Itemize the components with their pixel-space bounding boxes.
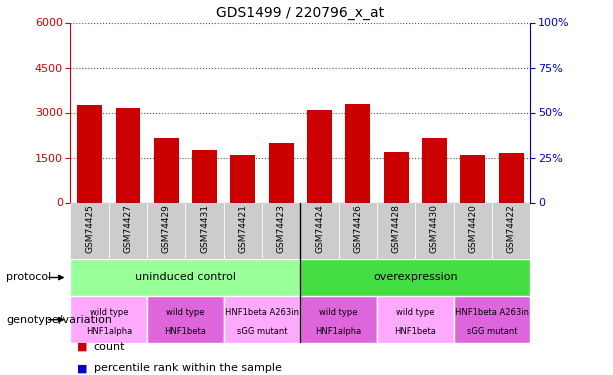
Text: overexpression: overexpression bbox=[373, 273, 458, 282]
Bar bbox=[186, 202, 224, 259]
Bar bbox=[147, 202, 186, 259]
Text: GSM74428: GSM74428 bbox=[392, 204, 401, 253]
Text: ■: ■ bbox=[77, 363, 87, 373]
Text: HNF1beta A263in: HNF1beta A263in bbox=[225, 308, 299, 317]
Bar bbox=[300, 259, 530, 296]
Text: HNF1beta: HNF1beta bbox=[164, 327, 207, 336]
Bar bbox=[147, 296, 224, 343]
Bar bbox=[300, 202, 338, 259]
Text: wild type: wild type bbox=[89, 308, 128, 317]
Bar bbox=[70, 259, 300, 296]
Text: GSM74426: GSM74426 bbox=[353, 204, 362, 253]
Bar bbox=[300, 296, 377, 343]
Bar bbox=[307, 110, 332, 202]
Bar bbox=[224, 296, 300, 343]
Text: percentile rank within the sample: percentile rank within the sample bbox=[94, 363, 281, 373]
Bar bbox=[268, 142, 294, 202]
Bar bbox=[492, 202, 530, 259]
Text: genotype/variation: genotype/variation bbox=[6, 315, 112, 325]
Bar bbox=[384, 152, 409, 202]
Text: GSM74427: GSM74427 bbox=[123, 204, 132, 253]
Text: GSM74422: GSM74422 bbox=[506, 204, 516, 253]
Bar bbox=[416, 202, 454, 259]
Text: wild type: wild type bbox=[166, 308, 205, 317]
Text: protocol: protocol bbox=[6, 273, 51, 282]
Text: uninduced control: uninduced control bbox=[135, 273, 236, 282]
Text: sGG mutant: sGG mutant bbox=[237, 327, 287, 336]
Text: wild type: wild type bbox=[319, 308, 358, 317]
Bar bbox=[70, 296, 147, 343]
Title: GDS1499 / 220796_x_at: GDS1499 / 220796_x_at bbox=[216, 6, 384, 20]
Bar bbox=[154, 138, 179, 202]
Bar bbox=[498, 153, 524, 203]
Text: GSM74420: GSM74420 bbox=[468, 204, 478, 253]
Text: wild type: wild type bbox=[396, 308, 435, 317]
Bar bbox=[377, 202, 416, 259]
Text: GSM74425: GSM74425 bbox=[85, 204, 94, 253]
Text: GSM74429: GSM74429 bbox=[162, 204, 171, 253]
Text: GSM74423: GSM74423 bbox=[276, 204, 286, 253]
Text: GSM74424: GSM74424 bbox=[315, 204, 324, 253]
Text: sGG mutant: sGG mutant bbox=[466, 327, 517, 336]
Bar bbox=[77, 105, 102, 202]
Bar bbox=[224, 202, 262, 259]
Bar bbox=[70, 202, 109, 259]
Bar bbox=[115, 108, 140, 202]
Bar bbox=[345, 104, 370, 202]
Text: HNF1alpha: HNF1alpha bbox=[316, 327, 362, 336]
Bar bbox=[454, 202, 492, 259]
Bar bbox=[454, 296, 530, 343]
Bar bbox=[230, 154, 256, 203]
Bar bbox=[460, 154, 485, 203]
Bar bbox=[422, 138, 447, 202]
Bar bbox=[338, 202, 377, 259]
Bar bbox=[109, 202, 147, 259]
Text: GSM74421: GSM74421 bbox=[238, 204, 248, 253]
Text: HNF1beta A263in: HNF1beta A263in bbox=[455, 308, 529, 317]
Bar bbox=[262, 202, 300, 259]
Text: HNF1beta: HNF1beta bbox=[394, 327, 436, 336]
Text: HNF1alpha: HNF1alpha bbox=[86, 327, 132, 336]
Bar bbox=[192, 150, 217, 202]
Bar bbox=[377, 296, 454, 343]
Text: count: count bbox=[94, 342, 125, 352]
Text: ■: ■ bbox=[77, 342, 87, 352]
Text: GSM74431: GSM74431 bbox=[200, 204, 209, 253]
Text: GSM74430: GSM74430 bbox=[430, 204, 439, 253]
